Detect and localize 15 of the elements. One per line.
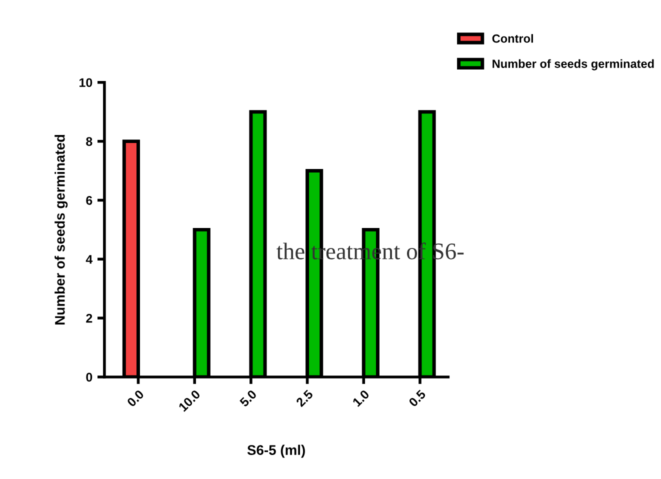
x-tick-label: 2.5	[296, 389, 314, 408]
y-tick-label: 4	[86, 255, 93, 264]
x-tick-label: 5.0	[239, 389, 258, 408]
x-tick-label: 0.5	[408, 389, 426, 408]
x-tick-label: 0.0	[126, 389, 144, 408]
legend-label: Control	[492, 34, 533, 43]
y-tick-label: 10	[80, 78, 92, 88]
y-tick-label: 6	[86, 196, 92, 205]
x-tick-label: 1.0	[352, 389, 370, 407]
x-axis-title: S6-5 (ml)	[247, 444, 305, 458]
y-tick-label: 2	[86, 314, 92, 323]
y-tick-label: 0	[86, 372, 92, 382]
y-tick-label: 8	[86, 137, 92, 146]
legend-label: Number of seeds germinated	[492, 59, 654, 70]
y-axis-title: Number of seeds germinated	[54, 134, 68, 324]
